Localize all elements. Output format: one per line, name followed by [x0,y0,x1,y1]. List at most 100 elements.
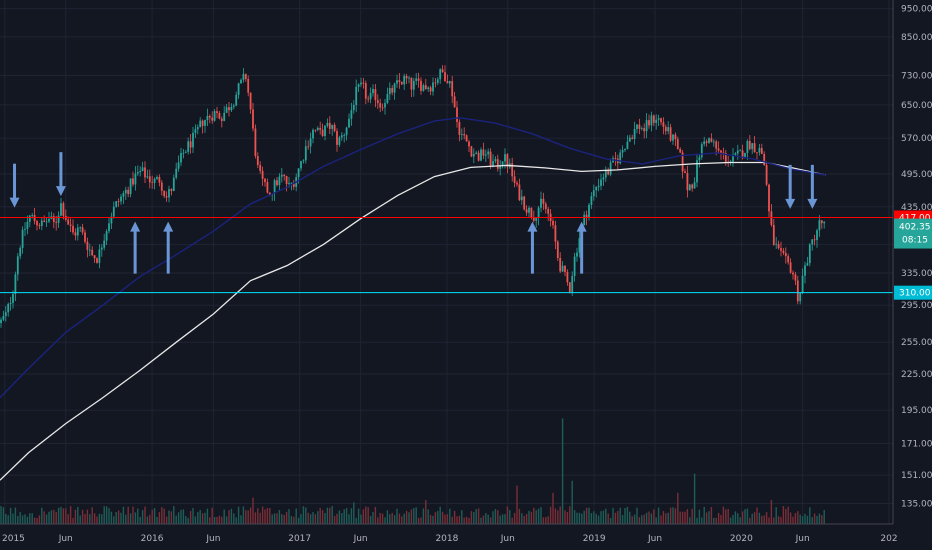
volume-bar [302,506,305,524]
volume-bar [696,517,698,524]
candle-body [98,249,101,263]
candle-body [307,146,310,148]
volume-bar [818,513,821,524]
volume-bar [269,508,271,524]
candle-body [436,79,439,83]
candle-body [484,154,487,156]
candle-body [823,221,826,224]
volume-bar [585,507,588,524]
volume-bar [233,513,235,524]
volume-bar [497,510,499,524]
horizontal-levels [0,216,893,294]
volume-bar [569,506,571,524]
candle-body [408,77,410,79]
candle-body [232,105,235,107]
volume-bar [513,512,516,524]
volume-bar [314,514,317,524]
candle-body [288,183,290,184]
candle-body [312,129,314,139]
candle-body [763,153,766,166]
candle-body [124,189,127,194]
candle-body [208,116,211,118]
volume-bar [21,515,24,524]
volume-bar [672,507,674,524]
arrow-up [130,221,141,274]
volume-bar [617,510,619,524]
price-tick-label: 151.00 [901,471,932,481]
time-tick-label: 2020 [730,534,753,544]
candle-body [52,216,55,222]
volume-bar [57,507,60,524]
candle-body [319,127,322,130]
volume-bar [360,514,362,524]
candle-body [609,162,612,175]
time-axis[interactable]: 2015 Jun 2016 Jun 2017 Jun 2018 Jun 2019 Jun 2020 J… [2,534,898,544]
volume-bar [691,508,693,524]
volume-bar [713,517,715,524]
candle-body [108,223,110,232]
candle-body [237,83,240,95]
candle-body [134,173,137,185]
volume-bar [643,514,645,524]
candle-body [201,120,204,126]
candle-body [799,292,802,302]
candle-body [535,217,538,221]
arrow-head [55,186,66,197]
volume-bar [581,513,583,524]
candle-body [744,152,746,159]
candle-body [768,184,770,212]
volume-bar [739,517,741,524]
volume-bar [182,509,185,524]
candle-body [278,176,281,186]
volume-bar [343,509,345,524]
candle-body [770,211,773,225]
candle-body [566,272,569,283]
candle-body [62,203,65,216]
volume-bar [461,510,463,524]
candle-body [513,176,516,183]
candle-body [244,74,247,80]
volume-bar [307,512,309,524]
candle-body [808,244,811,264]
candle-body [14,274,17,294]
candle-body [720,150,722,153]
volume-bar [55,512,57,524]
candle-body [604,169,607,178]
volume-bar [434,512,437,524]
volume-bar [717,512,720,524]
volume-bar [17,515,19,524]
volume-bar [614,512,617,524]
volume-bar [81,509,84,524]
candle-body [0,319,2,324]
time-tick-label: 2017 [288,534,311,544]
volume-bar [489,517,492,524]
volume-bar [151,509,153,524]
candle-body [333,124,336,132]
candle-body [482,149,485,156]
candle-body [753,143,756,153]
volume-bar [401,516,403,524]
volume-bar [199,509,201,524]
volume-bar [785,509,787,524]
candle-body [506,154,509,168]
volume-bar [281,514,283,524]
volume-bar [456,516,458,524]
candle-body [168,189,170,198]
candle-body [472,153,475,157]
candle-body [816,230,818,240]
candle-body [691,184,694,189]
volume-bar [312,512,314,524]
volume-bar [816,515,818,524]
arrow-up [163,221,174,274]
candle-body [681,152,684,172]
volume-bar [689,517,691,524]
volume-bar [62,508,65,524]
candle-body [410,77,413,90]
moving-average-slow [0,161,826,481]
volume-bar [758,512,761,524]
candle-body [792,272,794,275]
candle-body [374,89,377,101]
volume-bar [533,507,535,524]
volume-bar [266,507,269,524]
